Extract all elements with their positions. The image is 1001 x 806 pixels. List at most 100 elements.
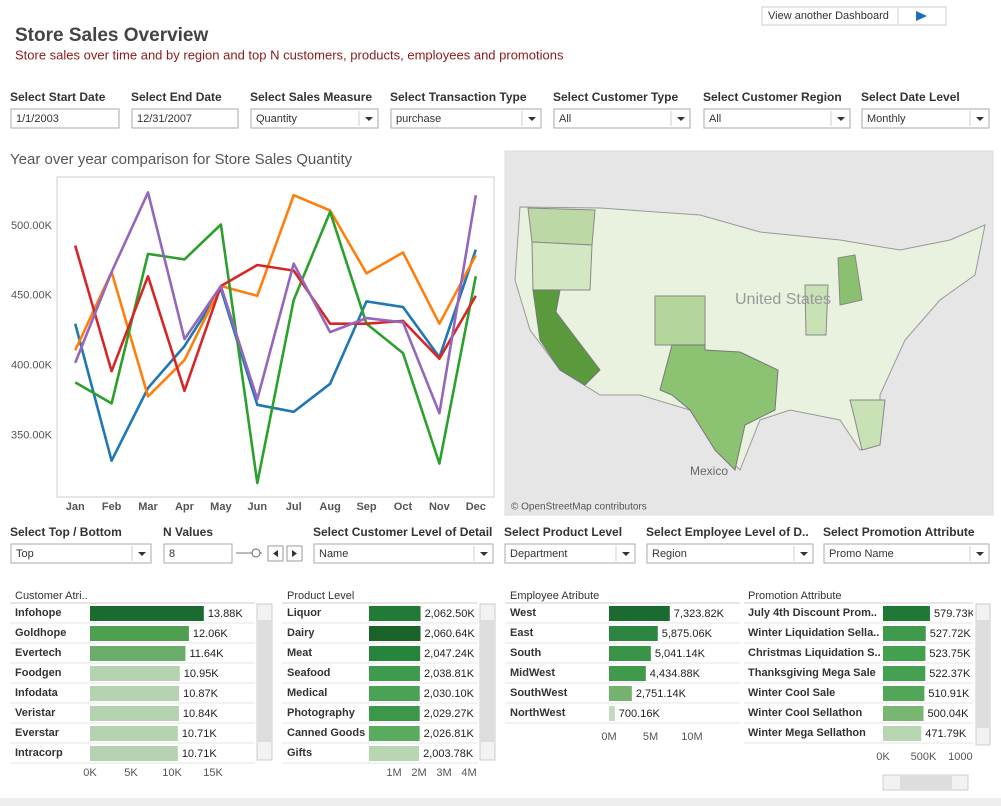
- footer-strip: [0, 798, 1001, 806]
- row-label: Everstar: [15, 727, 60, 739]
- filter-value[interactable]: 1/1/2003: [16, 113, 59, 125]
- dropdown-arrow[interactable]: [976, 117, 984, 121]
- row-label: Winter Mega Sellathon: [748, 727, 866, 739]
- filter-value[interactable]: purchase: [396, 113, 441, 125]
- bar: [90, 666, 180, 681]
- dropdown-arrow[interactable]: [480, 552, 488, 556]
- filter-box[interactable]: [10, 108, 120, 129]
- filter-box[interactable]: [703, 108, 851, 129]
- bar: [90, 726, 178, 741]
- filter[interactable]: 8: [163, 543, 233, 564]
- scroll-thumb[interactable]: [977, 620, 989, 728]
- x-tick-label: 500K: [911, 751, 937, 763]
- value-label: 2,751.14K: [636, 688, 687, 700]
- filter-box[interactable]: [313, 543, 494, 564]
- filter[interactable]: Quantity: [250, 108, 379, 129]
- filter[interactable]: Department: [504, 543, 636, 564]
- filter[interactable]: 12/31/2007: [131, 108, 239, 129]
- x-tick-label: May: [210, 501, 232, 513]
- filter-box[interactable]: [553, 108, 691, 129]
- value-label: 2,026.81K: [424, 728, 475, 740]
- filter[interactable]: Monthly: [861, 108, 990, 129]
- x-tick-label: 0K: [83, 767, 97, 779]
- x-tick-label: Aug: [319, 501, 340, 513]
- n-next-icon: [292, 550, 297, 557]
- filter-box[interactable]: [823, 543, 990, 564]
- dropdown-arrow[interactable]: [976, 552, 984, 556]
- row-label: Medical: [287, 687, 327, 699]
- filter-box[interactable]: [131, 108, 239, 129]
- dropdown-arrow[interactable]: [365, 117, 373, 121]
- filter-box[interactable]: [504, 543, 636, 564]
- bar: [369, 626, 421, 641]
- row-label: Evertech: [15, 647, 62, 659]
- x-tick-label: 10K: [162, 767, 182, 779]
- filter[interactable]: Region: [646, 543, 814, 564]
- filter[interactable]: 1/1/2003: [10, 108, 120, 129]
- row-label: MidWest: [510, 667, 555, 679]
- x-tick-label: Dec: [466, 501, 486, 513]
- bar: [609, 646, 651, 661]
- row-label: West: [510, 607, 536, 619]
- nav-arrow[interactable]: [916, 11, 927, 21]
- filter[interactable]: All: [553, 108, 691, 129]
- filter-box[interactable]: [250, 108, 379, 129]
- filter-box[interactable]: [390, 108, 542, 129]
- dropdown-arrow[interactable]: [622, 552, 630, 556]
- filter-box[interactable]: [646, 543, 814, 564]
- filter[interactable]: All: [703, 108, 851, 129]
- row-label: South: [510, 647, 541, 659]
- filter-box[interactable]: [163, 543, 233, 564]
- value-label: 500.04K: [928, 708, 970, 720]
- dropdown-arrow[interactable]: [800, 552, 808, 556]
- scroll-thumb-h[interactable]: [900, 776, 952, 789]
- n-slider-knob[interactable]: [251, 548, 261, 558]
- x-tick-label: Jan: [66, 501, 85, 513]
- nav-button[interactable]: View another Dashboard: [761, 6, 947, 26]
- filter-box[interactable]: [861, 108, 990, 129]
- filter-value[interactable]: 8: [169, 548, 175, 560]
- scroll-thumb[interactable]: [258, 620, 271, 742]
- value-label: 10.95K: [184, 668, 220, 680]
- dropdown-arrow[interactable]: [528, 117, 536, 121]
- filter-value[interactable]: 12/31/2007: [137, 113, 192, 125]
- row-label: Intracorp: [15, 747, 63, 759]
- filter-value[interactable]: All: [559, 113, 571, 125]
- value-label: 12.06K: [193, 628, 229, 640]
- dropdown-arrow[interactable]: [138, 552, 146, 556]
- row-label: East: [510, 627, 534, 639]
- nav-button-label[interactable]: View another Dashboard: [768, 10, 889, 22]
- bar: [369, 746, 420, 761]
- state-ca: [532, 289, 601, 386]
- x-tick-label: 0K: [876, 751, 890, 763]
- filter[interactable]: Name: [313, 543, 494, 564]
- filter-value[interactable]: Quantity: [256, 113, 297, 125]
- filter-value[interactable]: All: [709, 113, 721, 125]
- filter-value[interactable]: Name: [319, 548, 348, 560]
- line-series: [73, 191, 478, 415]
- x-tick-label: Mar: [138, 501, 158, 513]
- n-slider[interactable]: [236, 552, 262, 554]
- bar: [369, 726, 420, 741]
- filter-value[interactable]: Department: [510, 548, 567, 560]
- nav-button-box[interactable]: [761, 6, 947, 26]
- row-label: Infodata: [15, 687, 59, 699]
- value-label: 4,434.88K: [650, 668, 701, 680]
- bar: [609, 666, 646, 681]
- filter-value[interactable]: Promo Name: [829, 548, 894, 560]
- dropdown-arrow[interactable]: [837, 117, 845, 121]
- dropdown-arrow[interactable]: [677, 117, 685, 121]
- filter-box[interactable]: [10, 543, 152, 564]
- state-fl: [849, 399, 886, 451]
- row-label: Winter Cool Sale: [748, 687, 835, 699]
- filter-value[interactable]: Region: [652, 548, 687, 560]
- x-tick-label: 0M: [601, 731, 616, 743]
- filter[interactable]: Top: [10, 543, 152, 564]
- filter[interactable]: purchase: [390, 108, 542, 129]
- bar: [90, 646, 186, 661]
- map-neighbor-label: Mexico: [690, 464, 728, 478]
- filter-value[interactable]: Monthly: [867, 113, 906, 125]
- scroll-thumb[interactable]: [481, 620, 494, 742]
- filter-value[interactable]: Top: [16, 548, 34, 560]
- filter[interactable]: Promo Name: [823, 543, 990, 564]
